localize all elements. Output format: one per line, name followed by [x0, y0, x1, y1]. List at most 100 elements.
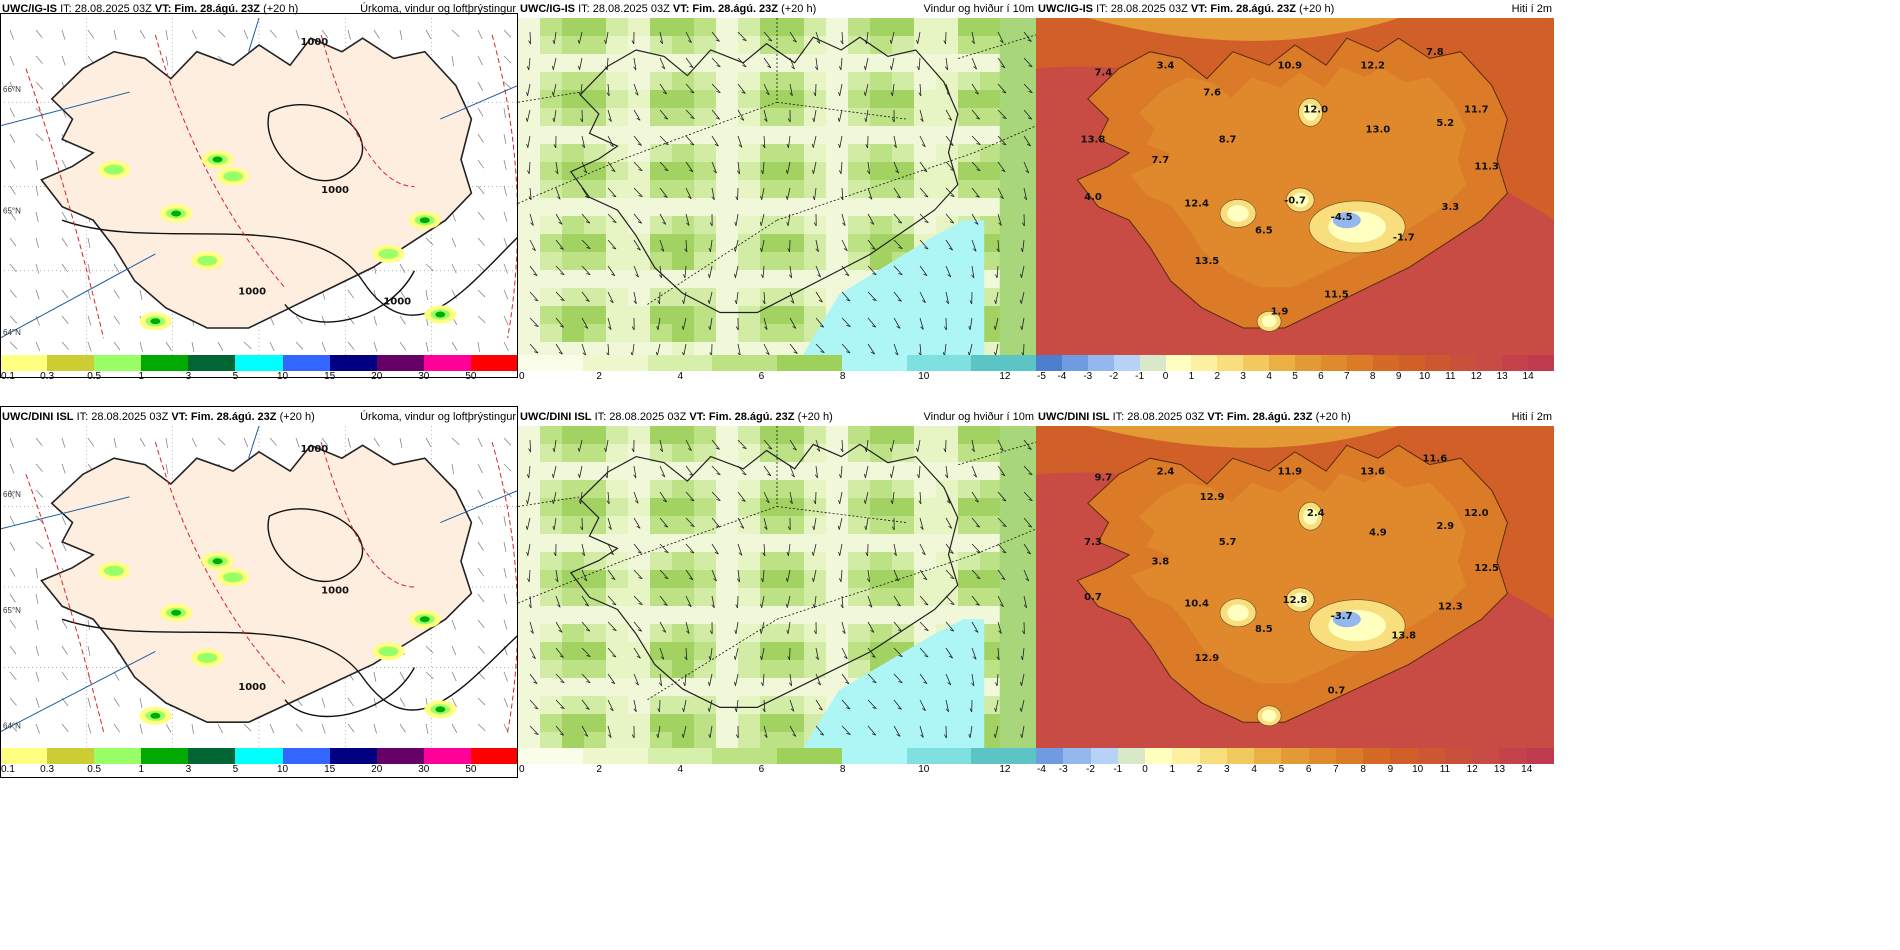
colorbar-tick-label: 3	[1240, 371, 1246, 382]
wind-arrow-head	[837, 117, 840, 122]
wind-arrow	[762, 569, 765, 582]
wind-arrow	[789, 83, 793, 96]
wind-speed-cell	[782, 288, 804, 306]
wind-barb	[217, 341, 224, 351]
wind-arrow	[633, 699, 637, 712]
wind-speed-cell	[958, 516, 980, 534]
wind-arrow-head	[1020, 733, 1023, 738]
wind-arrow	[1023, 31, 1032, 42]
wind-arrow-head	[527, 578, 530, 583]
wind-arrow	[867, 621, 875, 633]
wind-speed-cell	[716, 660, 738, 678]
isobar	[61, 219, 518, 316]
wind-arrow-head	[918, 352, 921, 355]
wind-barb	[87, 289, 91, 300]
colorbar-tick-label: 8	[1369, 371, 1376, 382]
wind-arrow	[812, 135, 817, 148]
wind-speed-cell	[584, 570, 606, 588]
wind-speed-cell	[892, 108, 914, 126]
wind-arrow	[919, 725, 924, 738]
wind-speed-cell	[892, 426, 914, 444]
wind-arrow-head	[1027, 117, 1032, 120]
wind-arrow	[579, 465, 583, 478]
wind-arrow-head	[664, 551, 669, 554]
wind-arrow	[867, 291, 877, 301]
wind-speed-cell	[782, 678, 804, 696]
row1-wind-panel: UWC/IG-IS IT: 28.08.2025 03Z VT: Fim. 28…	[518, 0, 1036, 390]
wind-speed-cell	[936, 570, 958, 588]
wind-speed-cell	[628, 72, 650, 90]
wind-arrow	[945, 647, 953, 659]
wind-speed-cell	[738, 570, 760, 588]
wind-arrow	[737, 343, 741, 355]
wind-arrow-head	[1001, 65, 1006, 69]
wind-arrow-head	[1026, 143, 1031, 147]
wind-speed-cell	[804, 162, 826, 180]
wind-speed-cell	[694, 216, 716, 234]
wind-arrow-head	[811, 551, 814, 556]
wind-arrow-head	[923, 169, 928, 173]
wind-arrow	[553, 31, 557, 44]
wind-speed-cell	[584, 660, 606, 678]
wind-barb	[113, 315, 121, 325]
wind-arrow	[581, 239, 591, 249]
wind-barb	[503, 237, 508, 248]
wind-speed-cell	[672, 534, 694, 552]
wind-speed-cell	[562, 18, 584, 36]
wind-speed-cell	[914, 18, 936, 36]
wind-arrow	[553, 109, 557, 122]
region-boundary	[518, 560, 622, 604]
temp-scale-ticks: -4 -3 -2 -1 0 1 2 3 4 5 6 7 8 9 10 11 12 13 14	[1036, 764, 1554, 778]
wind-arrow	[919, 647, 929, 658]
wind-barb	[477, 29, 483, 40]
wind-arrow-head	[689, 65, 694, 69]
wind-arrow	[632, 343, 635, 355]
wind-arrow	[763, 491, 770, 503]
wind-barb	[503, 55, 512, 64]
wind-arrow-head	[895, 170, 899, 174]
wind-arrow	[711, 491, 721, 501]
colorbar-swatch	[47, 748, 95, 764]
wind-arrow	[529, 213, 534, 226]
wind-speed-cell	[650, 552, 672, 570]
wind-speed-cell	[562, 534, 584, 552]
wind-speed-cell	[606, 678, 628, 696]
wind-speed-cell	[606, 660, 628, 678]
wind-speed-cell	[826, 216, 848, 234]
wind-arrow	[607, 491, 610, 504]
wind-arrow	[553, 517, 557, 530]
wind-barb	[425, 289, 428, 300]
wind-arrow-head	[586, 655, 591, 658]
wind-arrow	[633, 621, 643, 632]
wind-arrow	[841, 291, 851, 302]
wind-arrow	[659, 647, 665, 660]
wind-speed-cell	[672, 462, 694, 480]
wind-barb	[503, 289, 509, 300]
wind-speed-cell	[716, 624, 738, 642]
wind-speed-cell	[958, 90, 980, 108]
header-run-info: UWC/IG-IS IT: 28.08.2025 03Z VT: Fim. 28…	[2, 3, 299, 15]
wind-barb	[477, 567, 485, 577]
wind-speed-cell	[936, 126, 958, 144]
wind-arrow-head	[606, 500, 610, 505]
wind-speed-cell	[584, 216, 606, 234]
wind-speed-cell	[958, 198, 980, 216]
panel-title: Hiti í 2m	[1511, 411, 1552, 423]
wind-arrow	[789, 491, 793, 504]
wind-speed-cell	[892, 480, 914, 498]
wind-arrow-head	[762, 708, 766, 713]
wind-barb	[87, 437, 95, 447]
wind-arrow-head	[863, 473, 866, 478]
wind-speed-cell	[760, 480, 782, 498]
wind-arrow-head	[843, 656, 848, 660]
wind-speed-cell	[782, 198, 804, 216]
wind-speed-cell	[672, 588, 694, 606]
wind-speed-cell	[892, 552, 914, 570]
wind-barb	[139, 289, 143, 300]
wind-arrow-head	[715, 525, 720, 528]
wind-arrow-head	[872, 273, 877, 276]
wind-arrow-head	[760, 247, 763, 252]
wind-arrow-head	[638, 195, 643, 198]
wind-speed-cell	[716, 714, 738, 732]
colorbar-swatch	[1063, 748, 1091, 764]
